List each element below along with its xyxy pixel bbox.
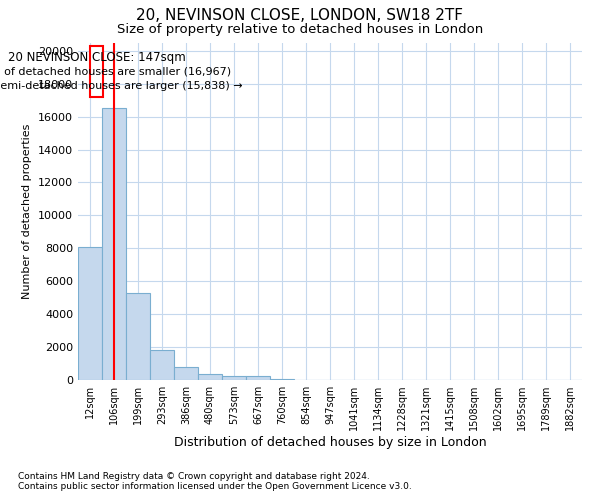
Text: Contains public sector information licensed under the Open Government Licence v3: Contains public sector information licen… xyxy=(18,482,412,491)
Bar xyxy=(174,367,198,380)
Bar xyxy=(270,379,294,380)
Bar xyxy=(126,292,150,380)
Bar xyxy=(102,108,126,380)
Bar xyxy=(78,246,102,380)
Text: Contains HM Land Registry data © Crown copyright and database right 2024.: Contains HM Land Registry data © Crown c… xyxy=(18,472,370,481)
Y-axis label: Number of detached properties: Number of detached properties xyxy=(22,124,32,299)
X-axis label: Distribution of detached houses by size in London: Distribution of detached houses by size … xyxy=(173,436,487,449)
Text: Size of property relative to detached houses in London: Size of property relative to detached ho… xyxy=(117,22,483,36)
Text: 20, NEVINSON CLOSE, LONDON, SW18 2TF: 20, NEVINSON CLOSE, LONDON, SW18 2TF xyxy=(137,8,464,22)
Bar xyxy=(198,374,222,380)
Bar xyxy=(150,350,174,380)
Bar xyxy=(246,376,270,380)
Text: 48% of semi-detached houses are larger (15,838) →: 48% of semi-detached houses are larger (… xyxy=(0,80,242,90)
Text: 20 NEVINSON CLOSE: 147sqm: 20 NEVINSON CLOSE: 147sqm xyxy=(8,50,186,64)
Bar xyxy=(90,46,103,97)
Text: ← 52% of detached houses are smaller (16,967): ← 52% of detached houses are smaller (16… xyxy=(0,66,231,76)
Bar xyxy=(222,376,246,380)
